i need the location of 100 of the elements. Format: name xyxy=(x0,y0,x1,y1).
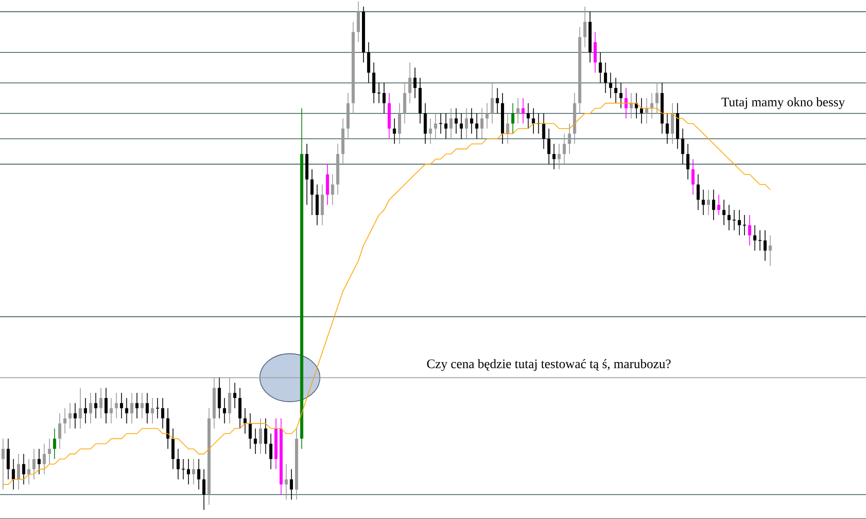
candlestick xyxy=(609,72,612,98)
candlestick xyxy=(372,62,376,104)
candlestick xyxy=(655,82,659,114)
annotation: Tutaj mamy okno bessy xyxy=(722,97,845,110)
candlestick xyxy=(604,62,608,94)
candlestick xyxy=(68,402,72,429)
candlestick xyxy=(89,392,92,424)
candlestick xyxy=(171,428,175,470)
candlestick xyxy=(434,112,438,140)
candlestick xyxy=(150,398,154,424)
candlestick xyxy=(511,102,514,134)
candlestick xyxy=(74,402,77,429)
candlestick xyxy=(691,158,695,196)
candlestick xyxy=(58,412,62,450)
candlestick xyxy=(94,392,98,419)
candlestick xyxy=(48,438,51,464)
candlestick xyxy=(316,184,319,226)
candlestick xyxy=(413,67,417,98)
candlestick xyxy=(558,143,561,170)
candlestick xyxy=(619,82,622,109)
candlestick xyxy=(264,418,268,454)
candlestick xyxy=(516,98,520,124)
candlestick xyxy=(269,433,272,470)
candlestick xyxy=(470,108,474,134)
candlestick xyxy=(130,392,134,424)
candlestick xyxy=(732,210,736,231)
candlestick xyxy=(284,464,288,500)
candlestick xyxy=(522,98,525,124)
annotation: Czy cena będzie tutaj testować tą ś, marubozu? xyxy=(427,359,671,371)
candlestick xyxy=(598,52,602,84)
candlestick xyxy=(120,392,124,419)
candlestick xyxy=(547,128,550,165)
candlestick xyxy=(480,108,484,140)
candlestick xyxy=(248,412,252,450)
candlestick xyxy=(686,143,690,180)
candlestick xyxy=(712,189,716,220)
candlestick xyxy=(84,398,88,424)
candlestick xyxy=(753,224,756,251)
candlestick xyxy=(377,82,381,104)
candlestick xyxy=(382,82,386,114)
candlestick xyxy=(222,398,226,424)
candlestick xyxy=(768,234,772,266)
candlestick xyxy=(166,408,170,450)
candlestick xyxy=(53,428,56,460)
candlestick xyxy=(424,102,427,144)
candlestick xyxy=(428,118,432,144)
candlestick xyxy=(630,92,633,119)
candlestick xyxy=(398,102,402,144)
candlestick xyxy=(146,392,149,424)
candlestick xyxy=(717,194,720,216)
candlestick xyxy=(634,92,638,119)
candlestick xyxy=(670,102,674,144)
candlestick xyxy=(594,32,597,74)
candlestick xyxy=(176,448,180,480)
candlestick xyxy=(38,448,41,475)
candlestick xyxy=(6,438,10,480)
candlestick xyxy=(645,98,648,124)
candlestick xyxy=(728,204,731,231)
candlestick xyxy=(310,168,314,216)
candlestick xyxy=(702,189,705,216)
candlestick xyxy=(722,199,726,226)
candlestick xyxy=(192,458,196,485)
candlestick xyxy=(444,112,448,140)
candlestick xyxy=(408,62,412,104)
candlestick xyxy=(78,387,82,429)
candlestick xyxy=(562,133,566,165)
candlestick xyxy=(706,189,710,216)
candlestick xyxy=(568,123,571,154)
candlestick xyxy=(202,468,206,510)
candlestick xyxy=(2,438,5,490)
candlestick xyxy=(99,387,102,419)
candlestick xyxy=(290,468,293,500)
candlestick xyxy=(454,108,458,134)
candlestick xyxy=(114,392,118,419)
candlestick xyxy=(681,128,684,165)
candlestick xyxy=(542,112,546,150)
candlestick xyxy=(496,88,499,114)
candlestick xyxy=(614,77,618,104)
candlestick xyxy=(392,118,396,144)
candlestick xyxy=(552,143,556,170)
candlestick xyxy=(696,174,700,210)
candlestick xyxy=(161,398,164,429)
candlestick xyxy=(650,92,654,119)
candlestick xyxy=(486,102,489,129)
candlestick xyxy=(624,88,628,119)
candlestick xyxy=(666,112,669,144)
candlestick xyxy=(254,428,257,454)
candlestick xyxy=(22,454,26,485)
candlestick xyxy=(32,448,36,480)
candlestick xyxy=(12,458,15,490)
candlestick xyxy=(140,392,144,419)
candlestick xyxy=(738,210,741,236)
candlestick xyxy=(475,112,478,140)
candlestick xyxy=(526,102,530,129)
candlestick xyxy=(104,387,108,424)
candlestick xyxy=(320,184,324,226)
candlestick xyxy=(218,377,221,419)
candlestick xyxy=(238,387,242,429)
candlestick xyxy=(16,454,20,490)
candlestick xyxy=(135,392,138,419)
